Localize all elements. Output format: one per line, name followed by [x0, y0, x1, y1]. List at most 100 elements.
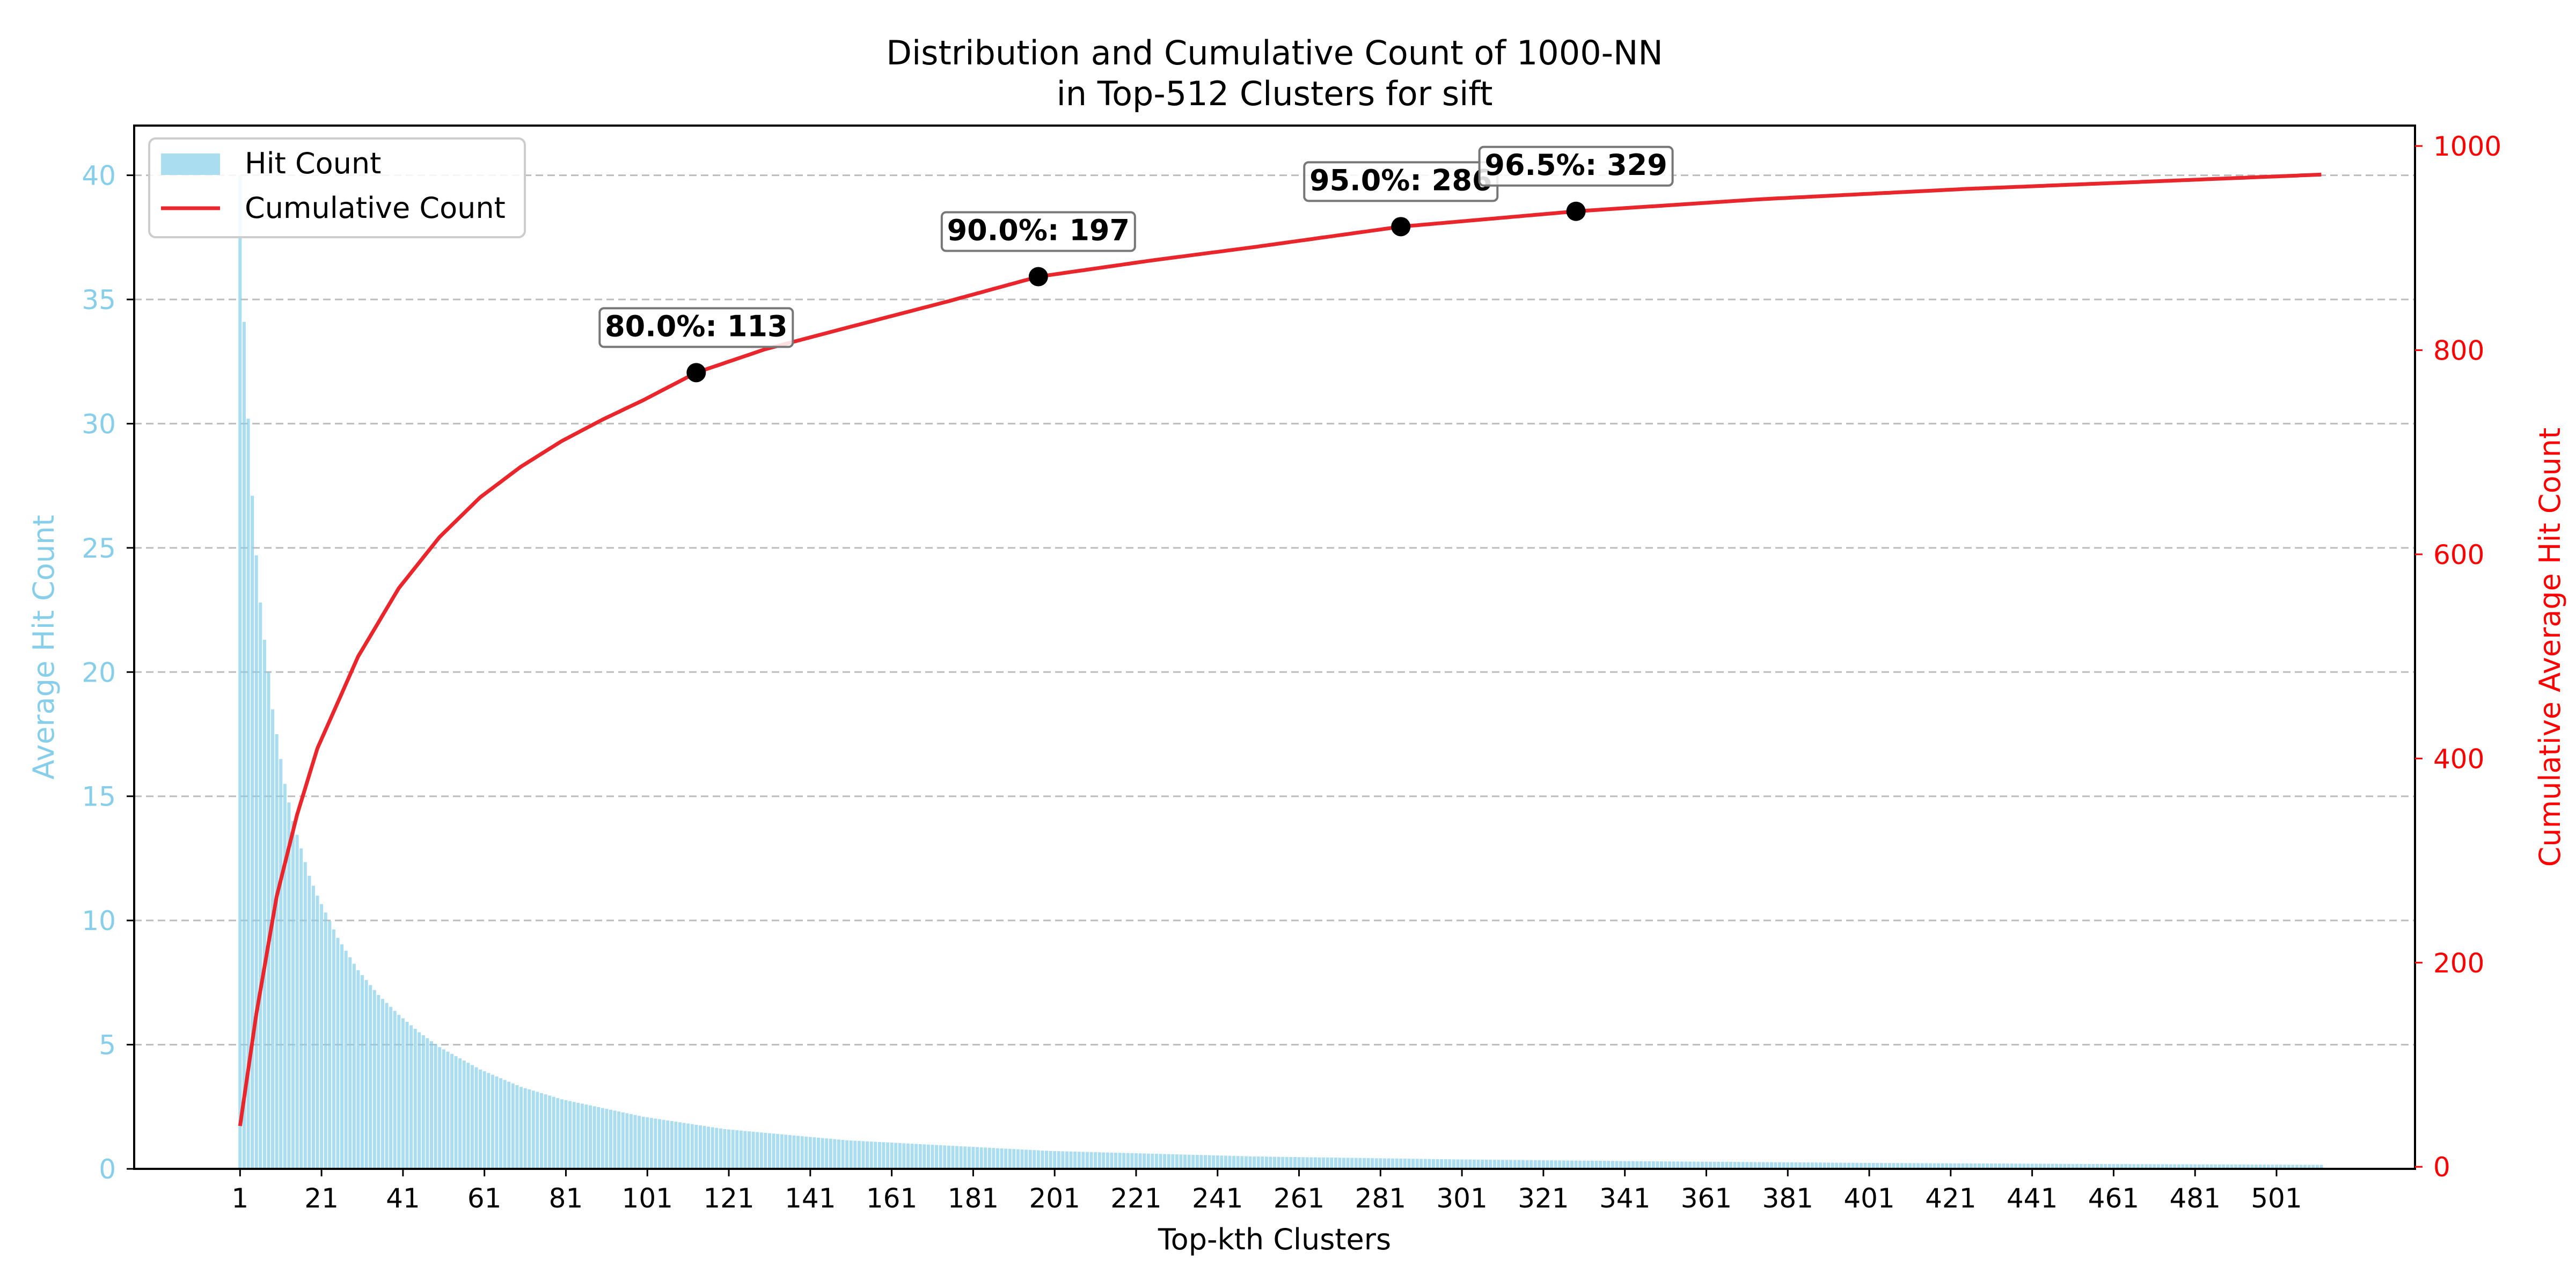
bar — [380, 999, 384, 1169]
bar — [1069, 1151, 1073, 1169]
bar — [992, 1148, 996, 1169]
bar — [686, 1123, 690, 1169]
bar — [662, 1119, 665, 1169]
bar — [963, 1146, 967, 1169]
annotation-marker — [1391, 217, 1411, 237]
bar — [1766, 1162, 1769, 1169]
bar — [1212, 1155, 1216, 1169]
bar — [503, 1080, 507, 1169]
y-left-tick-label: 40 — [82, 160, 116, 192]
x-tick-label: 261 — [1274, 1183, 1324, 1214]
bar — [336, 938, 340, 1169]
bar — [1138, 1153, 1142, 1169]
x-tick-label: 81 — [549, 1183, 583, 1214]
x-tick-label: 481 — [2169, 1183, 2220, 1214]
bar — [1146, 1153, 1150, 1169]
bar — [1611, 1161, 1614, 1169]
bar — [1256, 1156, 1260, 1169]
bar — [2059, 1163, 2062, 1169]
bar — [1407, 1159, 1411, 1169]
bar — [1224, 1155, 1227, 1169]
bar — [1814, 1162, 1818, 1169]
bar — [2018, 1163, 2022, 1169]
bar — [1729, 1162, 1733, 1169]
bar — [1395, 1158, 1399, 1169]
annotation-label: 90.0%: 197 — [947, 214, 1130, 247]
bar — [1130, 1153, 1134, 1169]
bar — [1916, 1163, 1920, 1169]
bar — [1261, 1157, 1264, 1169]
bar — [1541, 1160, 1545, 1169]
bar — [1289, 1157, 1293, 1169]
bar — [1208, 1155, 1211, 1169]
bar — [1154, 1153, 1158, 1169]
y-left-tick-label: 20 — [82, 657, 116, 688]
bar — [882, 1142, 885, 1169]
bar — [1318, 1157, 1321, 1169]
bar — [955, 1146, 959, 1169]
bar — [246, 419, 250, 1169]
bar — [1358, 1158, 1362, 1169]
bar — [2197, 1164, 2201, 1169]
bar — [715, 1128, 719, 1169]
x-tick-label: 41 — [386, 1183, 420, 1214]
bar — [621, 1112, 625, 1169]
legend: Hit Count Cumulative Count — [148, 137, 526, 238]
bar — [2030, 1163, 2034, 1169]
bar — [2083, 1163, 2087, 1169]
bar — [576, 1102, 580, 1169]
bar — [1554, 1160, 1557, 1169]
bar — [1171, 1154, 1175, 1169]
bar — [308, 875, 311, 1169]
bar — [364, 980, 368, 1169]
bar — [1382, 1158, 1386, 1169]
bar — [1835, 1162, 1839, 1169]
bar — [1362, 1158, 1366, 1169]
bar — [678, 1122, 682, 1169]
bar — [389, 1007, 393, 1169]
bar — [588, 1105, 592, 1169]
bar — [1676, 1161, 1680, 1169]
bar — [2091, 1163, 2095, 1169]
bar — [1118, 1153, 1122, 1169]
bar — [959, 1146, 963, 1169]
bar — [649, 1118, 653, 1169]
bar — [487, 1073, 491, 1169]
bar — [898, 1143, 902, 1169]
bar — [1374, 1158, 1378, 1169]
bar — [996, 1148, 999, 1169]
bar — [1550, 1160, 1554, 1169]
bar — [2087, 1163, 2091, 1169]
bar — [2303, 1165, 2307, 1169]
bar — [926, 1144, 930, 1169]
bar — [2046, 1163, 2050, 1169]
bar — [2193, 1164, 2197, 1169]
bar — [1505, 1160, 1509, 1169]
bar — [409, 1025, 413, 1169]
bar — [450, 1053, 453, 1169]
bar — [429, 1041, 434, 1169]
bar — [552, 1096, 555, 1169]
bar — [617, 1111, 621, 1169]
bar — [311, 885, 315, 1169]
bar — [800, 1136, 804, 1169]
bar — [1904, 1163, 1908, 1169]
bar — [1330, 1157, 1334, 1169]
bar — [1415, 1159, 1419, 1169]
bar — [1143, 1153, 1146, 1169]
bar — [287, 802, 291, 1169]
y-left-tick-label: 15 — [82, 781, 116, 813]
bar — [1761, 1162, 1765, 1169]
bar — [397, 1015, 401, 1169]
bar — [1248, 1156, 1252, 1169]
bar — [1338, 1158, 1342, 1169]
bar — [1546, 1160, 1549, 1169]
bar — [2214, 1164, 2218, 1169]
bar — [1114, 1152, 1118, 1169]
bar — [2283, 1165, 2287, 1169]
bar — [1044, 1151, 1049, 1169]
bar — [275, 734, 279, 1169]
y-right-tick-label: 1000 — [2433, 131, 2501, 162]
bar — [1745, 1162, 1749, 1169]
